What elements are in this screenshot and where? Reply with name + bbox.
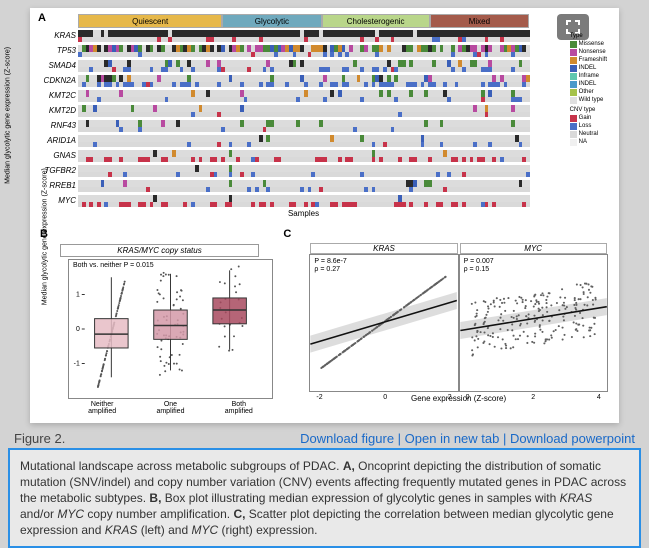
legend-item: Wild type (570, 96, 607, 104)
panel-a-legend: TypeMissenseNonsenseFrameshiftINDELInfra… (570, 30, 607, 146)
subtype-header: Mixed (430, 14, 529, 28)
gene-row: KMT2C (78, 88, 529, 103)
gene-row: TP53 (78, 43, 529, 58)
panel-a-oncoprint: A QuiescentGlycolyticCholesterogenicMixe… (40, 14, 609, 218)
gene-label: ARID1A (40, 136, 76, 145)
svg-text:-1: -1 (74, 360, 80, 367)
panel-c-scatter: C Median glycolytic gene expression (Z-s… (283, 224, 607, 403)
gene-label: CDKN2A (40, 76, 76, 85)
oncoprint-matrix: KRASTP53SMAD4CDKN2AKMT2CKMT2DRNF43ARID1A… (78, 28, 529, 208)
legend-item: NA (570, 138, 607, 146)
legend-item: Frameshift (570, 56, 607, 64)
gene-label: KRAS (40, 31, 76, 40)
gene-row: RNF43 (78, 118, 529, 133)
download-powerpoint-link[interactable]: Download powerpoint (510, 431, 635, 446)
boxplot-category: One amplified (156, 401, 184, 415)
gene-label: KMT2C (40, 91, 76, 100)
gene-row: TGFBR2 (78, 163, 529, 178)
legend-item: Other (570, 88, 607, 96)
scatter-ylabel: Median glycolytic gene expression (Z-sco… (5, 46, 12, 183)
subtype-header-row: QuiescentGlycolyticCholesterogenicMixed (78, 14, 529, 28)
scatter-row: Median glycolytic gene expression (Z-sco… (309, 242, 607, 392)
scatter-myc: MYC P = 0.007ρ = 0.15 024 (459, 254, 608, 392)
scatter-myc-stats: P = 0.007ρ = 0.15 (464, 258, 494, 274)
gene-label: RNF43 (40, 121, 76, 130)
legend-item: Nonsense (570, 48, 607, 56)
gene-row: SMAD4 (78, 58, 529, 73)
scatter-myc-svg (460, 255, 607, 391)
svg-text:0: 0 (76, 326, 80, 333)
figure-card: A QuiescentGlycolyticCholesterogenicMixe… (30, 8, 619, 423)
figure-links: Download figure | Open in new tab | Down… (300, 431, 635, 446)
svg-text:1: 1 (76, 291, 80, 298)
gene-row: ARID1A (78, 133, 529, 148)
panel-a-label: A (38, 12, 46, 24)
legend-item: INDEL (570, 80, 607, 88)
scatter-kras-svg (310, 255, 457, 391)
scatter-kras-stats: P = 8.6e-7ρ = 0.27 (314, 258, 346, 274)
gene-row: RREB1 (78, 178, 529, 193)
gene-label: SMAD4 (40, 61, 76, 70)
figure-label-row: Figure 2. Download figure | Open in new … (14, 431, 635, 446)
gene-row: KMT2D (78, 103, 529, 118)
gene-label: GNAS (40, 151, 76, 160)
scatter-myc-title: MYC (460, 243, 607, 254)
subtype-header: Glycolytic (222, 14, 321, 28)
figure-number: Figure 2. (14, 431, 65, 446)
legend-item: Gain (570, 114, 607, 122)
scatter-kras-title: KRAS (310, 243, 457, 254)
figure-caption: Mutational landscape across metabolic su… (8, 448, 641, 548)
boxplot-title: KRAS/MYC copy status (60, 244, 259, 257)
gene-row: CDKN2A (78, 73, 529, 88)
scatter-kras-xticks: -202 (310, 394, 457, 401)
legend-item: Inframe (570, 72, 607, 80)
legend-item: Missense (570, 40, 607, 48)
boxplot-xlabels: Neither amplified One amplified Both ampli… (68, 401, 273, 415)
boxplot-area: Both vs. neither P = 0.015 Median glycol… (68, 259, 273, 399)
scatter-kras: KRAS P = 8.6e-7ρ = 0.27 -202 (309, 254, 458, 392)
bottom-panel-row: B KRAS/MYC copy status Both vs. neither … (40, 224, 609, 417)
gene-row: GNAS (78, 148, 529, 163)
panel-c-label: C (283, 228, 291, 240)
gene-row: MYC (78, 193, 529, 208)
panel-b-boxplot: B KRAS/MYC copy status Both vs. neither … (40, 224, 279, 417)
legend-item: Neutral (570, 130, 607, 138)
gene-row: KRAS (78, 28, 529, 43)
boxplot-svg: -1 0 1 (69, 260, 272, 398)
subtype-header: Quiescent (78, 14, 222, 28)
gene-label: KMT2D (40, 106, 76, 115)
subtype-header: Cholesterogenic (322, 14, 430, 28)
download-figure-link[interactable]: Download figure (300, 431, 394, 446)
scatter-myc-xticks: 024 (460, 394, 607, 401)
open-new-tab-link[interactable]: Open in new tab (405, 431, 500, 446)
boxplot-category: Both amplified (225, 401, 253, 415)
legend-item: INDEL (570, 64, 607, 72)
boxplot-ylabel: Median glycolytic gene expression (Z-sco… (42, 168, 49, 305)
gene-label: TP53 (40, 46, 76, 55)
boxplot-category: Neither amplified (88, 401, 116, 415)
samples-axis-label: Samples (78, 209, 529, 218)
legend-item: Loss (570, 122, 607, 130)
